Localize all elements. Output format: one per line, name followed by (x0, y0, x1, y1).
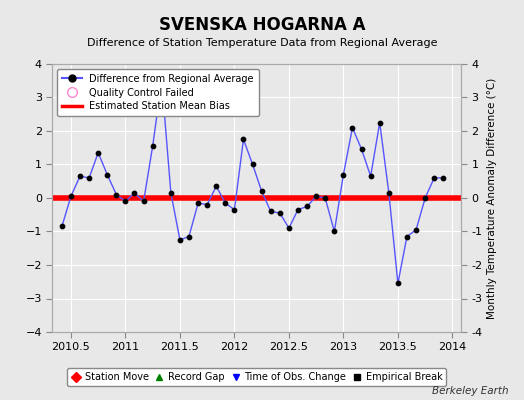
Point (303, 203, 311, 210)
Point (312, 193, 320, 200)
Point (203, 202, 211, 208)
Point (430, 175, 439, 181)
Point (94, 150, 102, 156)
Point (412, 227, 420, 233)
Point (139, 198, 148, 204)
Point (239, 136, 248, 142)
Point (76, 173, 84, 180)
Point (276, 210, 284, 216)
Point (221, 200, 230, 206)
Point (285, 225, 293, 231)
Point (230, 206, 238, 213)
Point (366, 173, 375, 180)
Point (357, 146, 366, 153)
Point (403, 233, 411, 240)
Legend: Station Move, Record Gap, Time of Obs. Change, Empirical Break: Station Move, Record Gap, Time of Obs. C… (67, 368, 446, 386)
Point (294, 206, 302, 213)
Point (121, 198, 129, 204)
Point (85, 175, 93, 181)
Point (194, 200, 202, 206)
Point (321, 195, 330, 201)
Point (376, 120, 384, 126)
Point (267, 208, 275, 214)
Point (339, 171, 347, 178)
Point (212, 183, 221, 190)
Point (439, 175, 447, 181)
Point (103, 171, 112, 178)
Point (248, 161, 257, 168)
Point (148, 143, 157, 149)
Point (130, 190, 139, 196)
Point (58, 223, 66, 230)
Point (385, 190, 393, 196)
Point (67, 193, 75, 200)
Text: Berkeley Earth: Berkeley Earth (432, 386, 508, 396)
Y-axis label: Monthly Temperature Anomaly Difference (°C): Monthly Temperature Anomaly Difference (… (487, 77, 497, 319)
Point (158, 78, 166, 84)
Point (257, 188, 266, 194)
Point (348, 124, 357, 131)
Point (421, 195, 429, 201)
Point (167, 190, 175, 196)
Point (394, 280, 402, 287)
Point (185, 233, 193, 240)
Text: SVENSKA HOGARNA A: SVENSKA HOGARNA A (159, 16, 365, 34)
Point (112, 192, 121, 198)
Point (330, 228, 339, 235)
Point (176, 237, 184, 243)
Text: Difference of Station Temperature Data from Regional Average: Difference of Station Temperature Data f… (87, 38, 437, 48)
